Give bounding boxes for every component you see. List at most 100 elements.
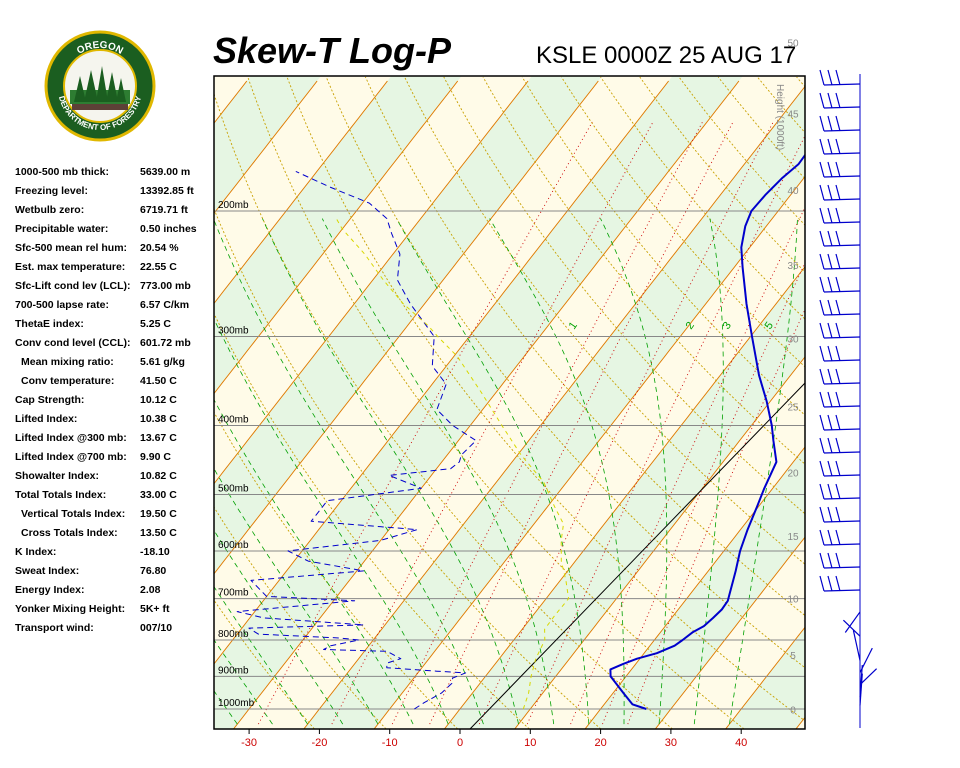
stat-label: Lifted Index @700 mb: [15,451,127,463]
wind-barb [859,673,863,706]
wind-barb-shaft [823,221,861,224]
isotherm-line [866,81,960,729]
wind-barb-flag [835,368,841,385]
pressure-label: 400mb [218,414,249,425]
wind-barb [842,619,861,637]
stat-value: 0.50 inches [140,223,197,235]
dry-adiabat [214,92,673,729]
pressure-label: 800mb [218,629,249,640]
wind-barb-flag [835,69,841,86]
wind-barb-flag [819,161,825,178]
wind-barb-shaft [823,175,861,178]
stat-row: Transport wind: 007/10 [15,622,215,641]
x-tick-label: 10 [524,737,536,749]
wind-barb-flag [819,391,825,408]
stat-value: 41.50 C [140,375,177,387]
wind-barb-flag [827,483,833,500]
stat-row: Cross Totals Index: 13.50 C [15,527,215,546]
stat-row: Freezing level: 13392.85 ft [15,185,215,204]
dewpoint-profile [236,170,477,710]
stat-value: 773.00 mb [140,280,191,292]
stat-value: 007/10 [140,622,173,634]
stat-label: Cap Strength: [15,394,85,406]
isotherm-line [444,265,805,729]
isotherm-line [214,80,459,395]
stat-label: Energy Index: [15,584,85,596]
moist-adiabat [214,529,344,725]
stat-value: 20.54 % [140,242,179,254]
stat-row: Sfc-Lift cond lev (LCL): 773.00 mb [15,280,215,299]
oregon-forestry-logo: OREGON DEPARTMENT OF FORESTRY [44,30,156,142]
stat-label: Conv temperature: [21,375,115,387]
wind-barb [844,611,861,633]
pressure-label: 700mb [218,588,249,599]
mixing-ratio-label: 2 [684,320,697,332]
height-tick-label: 0 [790,706,796,717]
wind-barb-flag [819,184,825,201]
stat-row: Cap Strength: 10.12 C [15,394,215,413]
stat-row: Vertical Totals Index: 19.50 C [15,508,215,527]
wind-barb-flag [827,161,833,178]
height-tick-label: 10 [787,595,799,606]
isotherm-band [214,76,743,729]
wind-barb-flag [827,322,833,339]
wind-barb-flag [819,552,825,569]
stat-value: 6719.71 ft [140,204,188,216]
wind-barb-flag [835,230,841,247]
isotherm-band [851,56,960,749]
wind-barb-shaft [823,497,861,500]
pressure-label: 300mb [218,325,249,336]
height-tick-label: 35 [787,261,799,272]
stat-row: Showalter Index: 10.82 C [15,470,215,489]
stat-label: Est. max temperature: [15,261,126,273]
wind-barb-flag [827,276,833,293]
mixing-ratio-label: 1 [567,320,580,332]
wind-barb-flag [819,529,825,546]
wind-barb-flag [827,437,833,454]
stat-label: Wetbulb zero: [15,204,85,216]
wind-barb [859,668,878,686]
stat-value: 10.38 C [140,413,177,425]
wind-barb-flag [835,460,841,477]
pressure-label: 600mb [218,540,249,551]
stat-value: 22.55 C [140,261,177,273]
x-tick-label: 40 [735,737,747,749]
stat-label: Freezing level: [15,185,88,197]
stat-value: 601.72 mb [140,337,191,349]
stat-value: 5639.00 m [140,166,191,178]
wind-barb-flag [827,414,833,431]
wind-barb-shaft [823,543,861,546]
temperature-profile [609,153,805,710]
wind-barb-flag [835,207,841,224]
wind-barb-shaft [823,359,861,362]
stat-label: Transport wind: [15,622,94,634]
stat-row: Sweat Index: 76.80 [15,565,215,584]
wind-barb-flag [835,184,841,201]
stat-row: ThetaE index: 5.25 C [15,318,215,337]
wind-barb-flag [819,322,825,339]
stat-label: Conv cond level (CCL): [15,337,131,349]
wind-barb-flag [827,529,833,546]
wind-barb [859,665,863,697]
stat-row: Mean mixing ratio: 5.61 g/kg [15,356,215,375]
stat-value: 10.82 C [140,470,177,482]
dry-adiabat [364,76,805,617]
wind-barb-flag [827,345,833,362]
wind-barb-flag [835,161,841,178]
wind-barb-flag [835,322,841,339]
wind-barb-shaft [823,428,861,431]
stat-row: Precipitable water: 0.50 inches [15,223,215,242]
x-tick-label: -30 [241,737,257,749]
height-tick-label: 15 [787,532,799,543]
stat-value: 2.08 [140,584,161,596]
stat-value: 6.57 C/km [140,299,190,311]
wind-barb-flag [827,552,833,569]
isotherm-line [0,81,36,729]
wind-barb-flag [835,414,841,431]
wind-barb-shaft [823,267,861,270]
stat-label: Lifted Index @300 mb: [15,432,127,444]
wind-barb-flag [827,368,833,385]
x-tick-label: 20 [594,737,606,749]
isotherm-line [373,175,805,729]
